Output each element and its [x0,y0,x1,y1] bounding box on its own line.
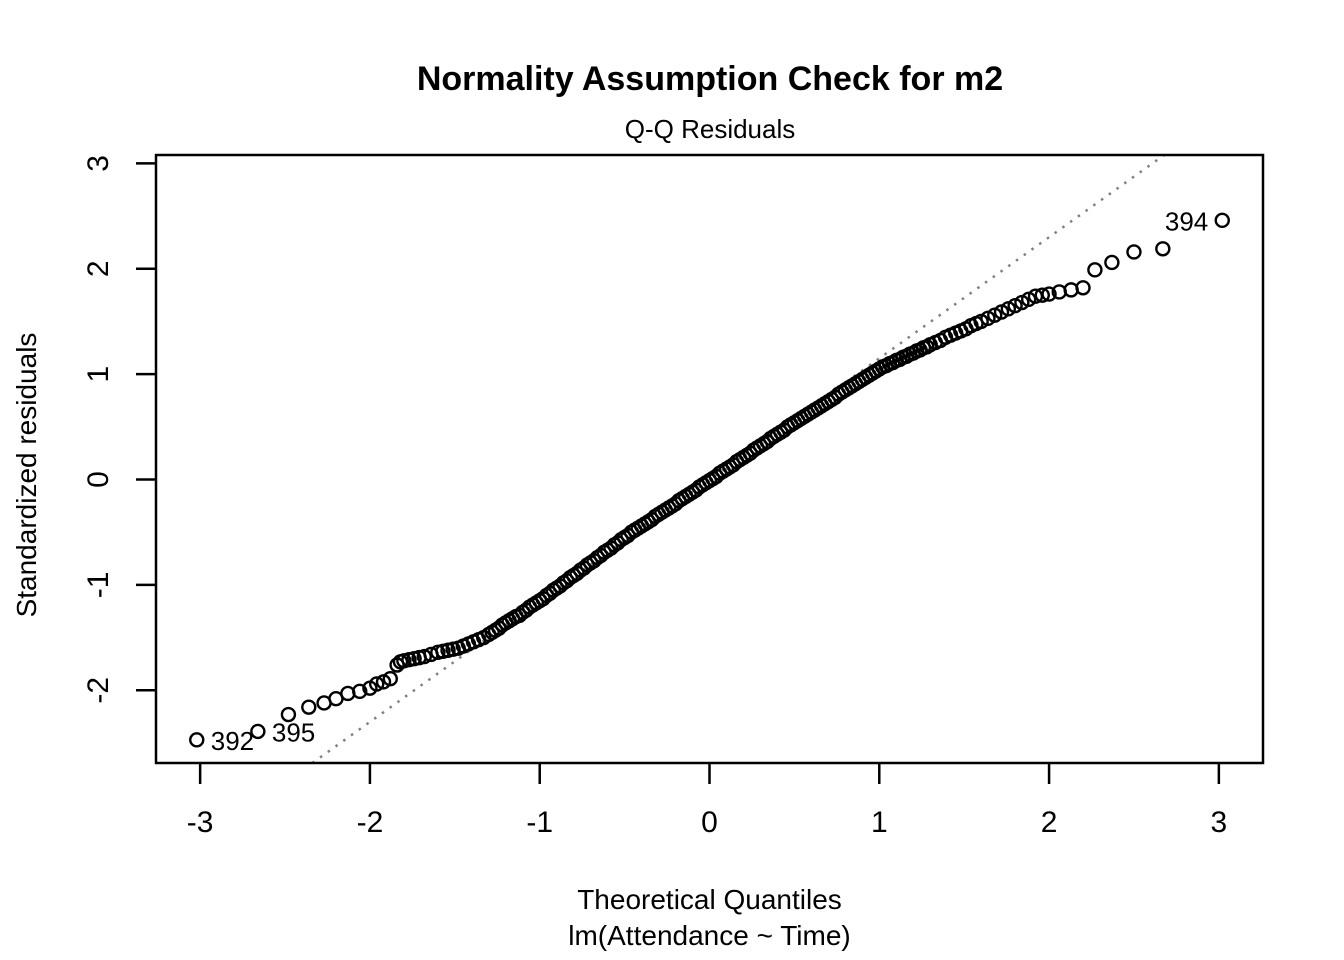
data-point [1126,244,1142,260]
chart-subtitle: Q-Q Residuals [624,114,796,144]
data-point [1087,262,1103,278]
x-axis-model-label: lm(Attendance ~ Time) [568,920,851,951]
data-point [416,648,432,665]
x-axis-tick-label: 3 [1211,806,1228,839]
data-point [301,699,317,715]
data-point [352,683,368,700]
x-axis-tick-label: -2 [357,806,384,839]
data-point [280,706,297,723]
outlier-label-394: 394 [1165,206,1208,236]
data-point [1214,212,1230,229]
y-axis-tick-label: -2 [82,677,115,704]
y-axis-tick-label: 1 [82,366,115,383]
data-point [189,732,205,748]
plot-box [154,153,1265,765]
y-axis-tick-label: 0 [82,471,115,488]
data-point [1155,241,1171,257]
y-axis-tick-label: 2 [82,260,115,277]
data-point [382,671,399,687]
chart-title: Normality Assumption Check for m2 [416,60,1004,98]
x-axis-tick-label: 0 [701,806,718,839]
x-axis-tick-label: 1 [871,806,888,839]
data-point [1075,280,1091,296]
x-axis-label: Theoretical Quantiles [577,884,842,915]
outlier-label-392: 392 [211,726,254,756]
x-axis-tick-label: -3 [187,806,214,839]
y-axis-tick-label: 3 [82,155,115,172]
data-point [250,723,266,740]
x-axis-tick-label: -1 [526,806,553,839]
data-point [1034,287,1050,303]
x-axis-tick-label: 2 [1041,806,1058,839]
outlier-label-395: 395 [272,717,315,747]
y-axis-tick-label: -1 [82,572,115,599]
data-point [369,676,385,692]
data-point [1104,254,1120,271]
data-point [1041,286,1057,302]
